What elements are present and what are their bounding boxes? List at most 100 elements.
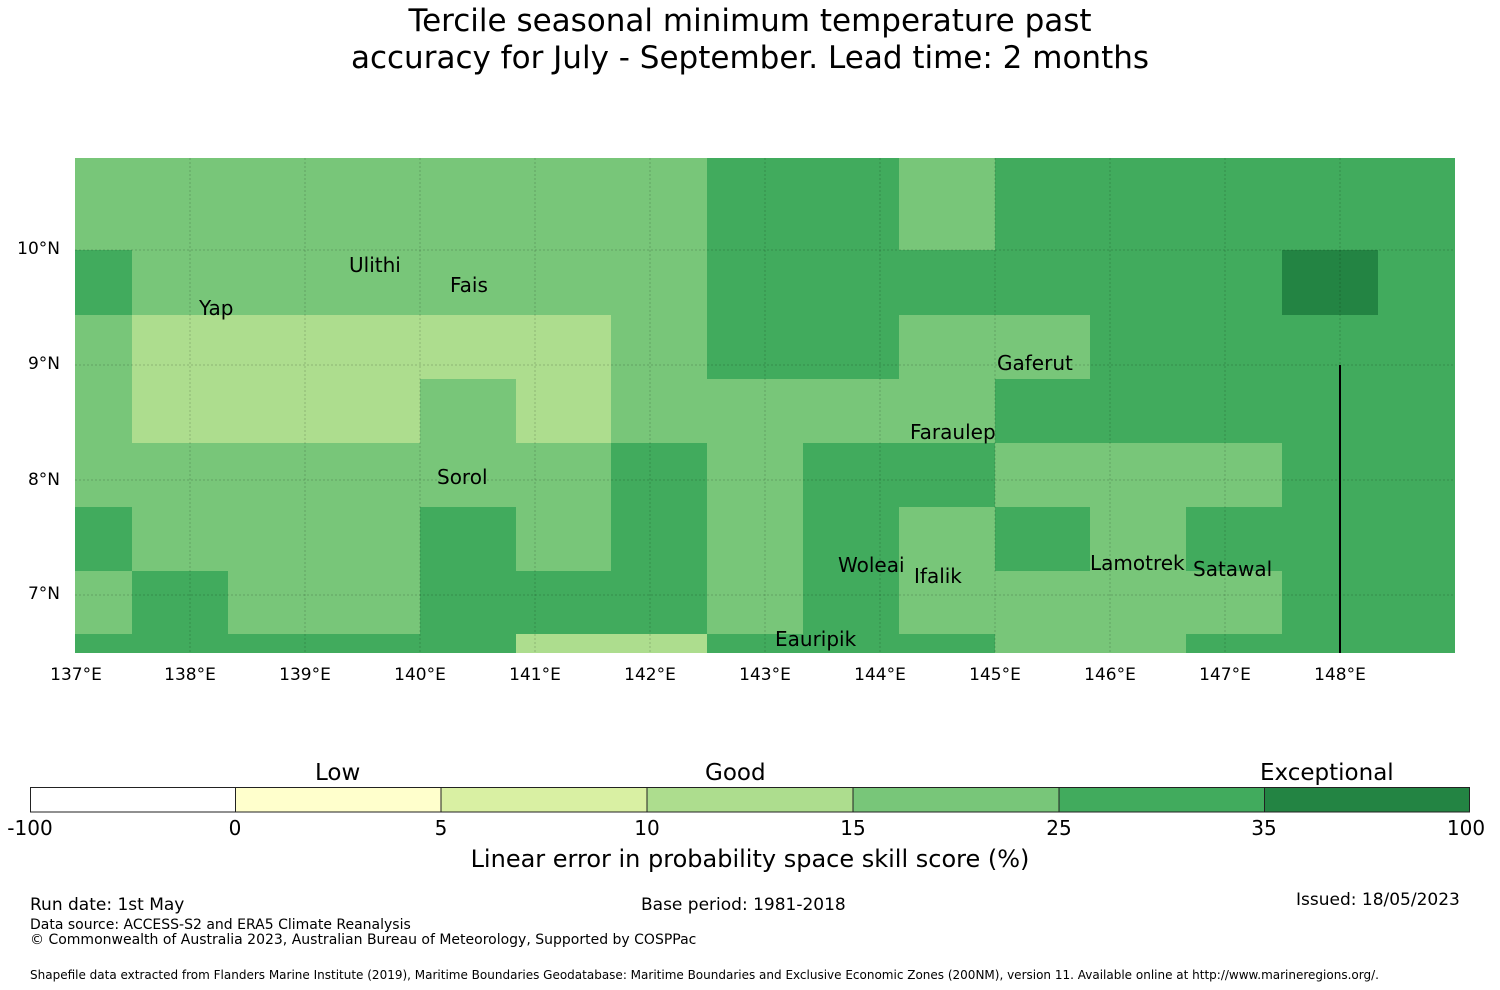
chart-title-line2: accuracy for July - September. Lead time… <box>350 40 1150 76</box>
skill-cell <box>516 158 612 188</box>
colorbar-tick-15: 15 <box>840 816 866 840</box>
skill-cell <box>1378 158 1455 188</box>
skill-cell <box>75 315 133 380</box>
colorbar-tick-0: 0 <box>228 816 242 840</box>
skill-cell <box>132 315 229 380</box>
skill-cell <box>1090 158 1187 188</box>
skill-cell <box>516 634 612 653</box>
skill-cell <box>611 634 708 653</box>
skill-cell <box>899 250 996 316</box>
skill-cell <box>1282 571 1379 635</box>
skill-cell <box>420 250 517 316</box>
skill-cell <box>803 187 900 251</box>
skill-cell <box>132 379 229 444</box>
skill-cell <box>899 379 996 444</box>
place-label-satawal: Satawal <box>1193 557 1273 581</box>
skill-cell <box>324 379 421 444</box>
skill-cell <box>611 158 708 188</box>
skill-cell <box>516 315 612 380</box>
skill-cell <box>1378 634 1455 653</box>
skill-cell <box>707 315 804 380</box>
skill-cell <box>516 443 612 508</box>
skill-cell <box>611 571 708 635</box>
colorbar-tick-10: 10 <box>634 816 660 840</box>
skill-cell <box>420 379 517 444</box>
skill-cell <box>1090 571 1187 635</box>
skill-cell <box>324 315 421 380</box>
colorbar-label: Linear error in probability space skill … <box>470 845 1030 873</box>
skill-cell <box>228 250 325 316</box>
colorbar-tick-35: 35 <box>1251 816 1277 840</box>
lat-tick-8n: 8°N <box>27 470 60 490</box>
skill-cell <box>611 507 708 572</box>
place-label-sorol: Sorol <box>437 465 488 489</box>
skill-cell <box>228 634 325 653</box>
skill-cell <box>75 634 133 653</box>
skill-cell <box>420 315 517 380</box>
skill-cell <box>1090 315 1187 380</box>
skill-cell <box>899 507 996 572</box>
skill-cell <box>1282 507 1379 572</box>
copyright-notice: © Commonwealth of Australia 2023, Austra… <box>30 932 697 948</box>
skill-cell <box>1378 571 1455 635</box>
colorbar-segment-4 <box>853 787 1059 812</box>
lon-tick-147e: 147°E <box>1199 665 1251 685</box>
skill-cell <box>228 507 325 572</box>
skill-cell <box>75 250 133 316</box>
colorbar-tick-5: 5 <box>434 816 448 840</box>
skill-cell <box>228 443 325 508</box>
skill-cell <box>1282 315 1379 380</box>
colorbar-segment-3 <box>647 787 853 812</box>
lon-tick-139e: 139°E <box>279 665 331 685</box>
data-source: Data source: ACCESS-S2 and ERA5 Climate … <box>30 917 411 933</box>
skill-cell <box>995 187 1091 251</box>
skill-cell <box>611 315 708 380</box>
skill-cell <box>707 507 804 572</box>
skill-cell <box>899 158 996 188</box>
skill-cell <box>707 634 804 653</box>
skill-cell <box>1186 571 1283 635</box>
skill-cell <box>707 158 804 188</box>
shapefile-credit: Shapefile data extracted from Flanders M… <box>30 968 1379 982</box>
lon-tick-143e: 143°E <box>739 665 791 685</box>
colorbar-segment-1 <box>235 787 441 812</box>
skill-cell <box>611 379 708 444</box>
skill-cell <box>228 379 325 444</box>
place-label-yap: Yap <box>199 296 234 320</box>
skill-cell <box>1282 634 1379 653</box>
skill-cell <box>995 443 1091 508</box>
skill-cell <box>1090 250 1187 316</box>
skill-cell <box>420 571 517 635</box>
skill-cell <box>420 634 517 653</box>
skill-cell <box>803 158 900 188</box>
skill-cell <box>1378 443 1455 508</box>
skill-cell <box>803 250 900 316</box>
lon-tick-142e: 142°E <box>624 665 676 685</box>
colorbar-tick-25: 25 <box>1046 816 1072 840</box>
colorbar-segment-5 <box>1059 787 1265 812</box>
skill-cell <box>707 250 804 316</box>
skill-cell <box>516 250 612 316</box>
skill-map <box>75 158 1455 653</box>
skill-cell <box>1186 634 1283 653</box>
colorbar-frame <box>30 787 1470 813</box>
skill-cell <box>420 158 517 188</box>
skill-cell <box>324 443 421 508</box>
skill-cell <box>1186 443 1283 508</box>
skill-cell <box>995 507 1091 572</box>
skill-cell <box>75 507 133 572</box>
skill-cell <box>132 187 229 251</box>
colorbar-tick-100: 100 <box>1446 816 1486 840</box>
lat-tick-7n: 7°N <box>27 584 60 604</box>
skill-cell <box>75 187 133 251</box>
skill-cell <box>1378 315 1455 380</box>
skill-cell <box>803 571 900 635</box>
skill-cell <box>1186 158 1283 188</box>
skill-cell <box>611 187 708 251</box>
colorbar-segment-2 <box>441 787 647 812</box>
lon-tick-138e: 138°E <box>164 665 216 685</box>
skill-cell <box>1282 443 1379 508</box>
legend-category-exceptional: Exceptional <box>1260 760 1394 786</box>
skill-cell <box>803 507 900 572</box>
lon-tick-145e: 145°E <box>969 665 1021 685</box>
